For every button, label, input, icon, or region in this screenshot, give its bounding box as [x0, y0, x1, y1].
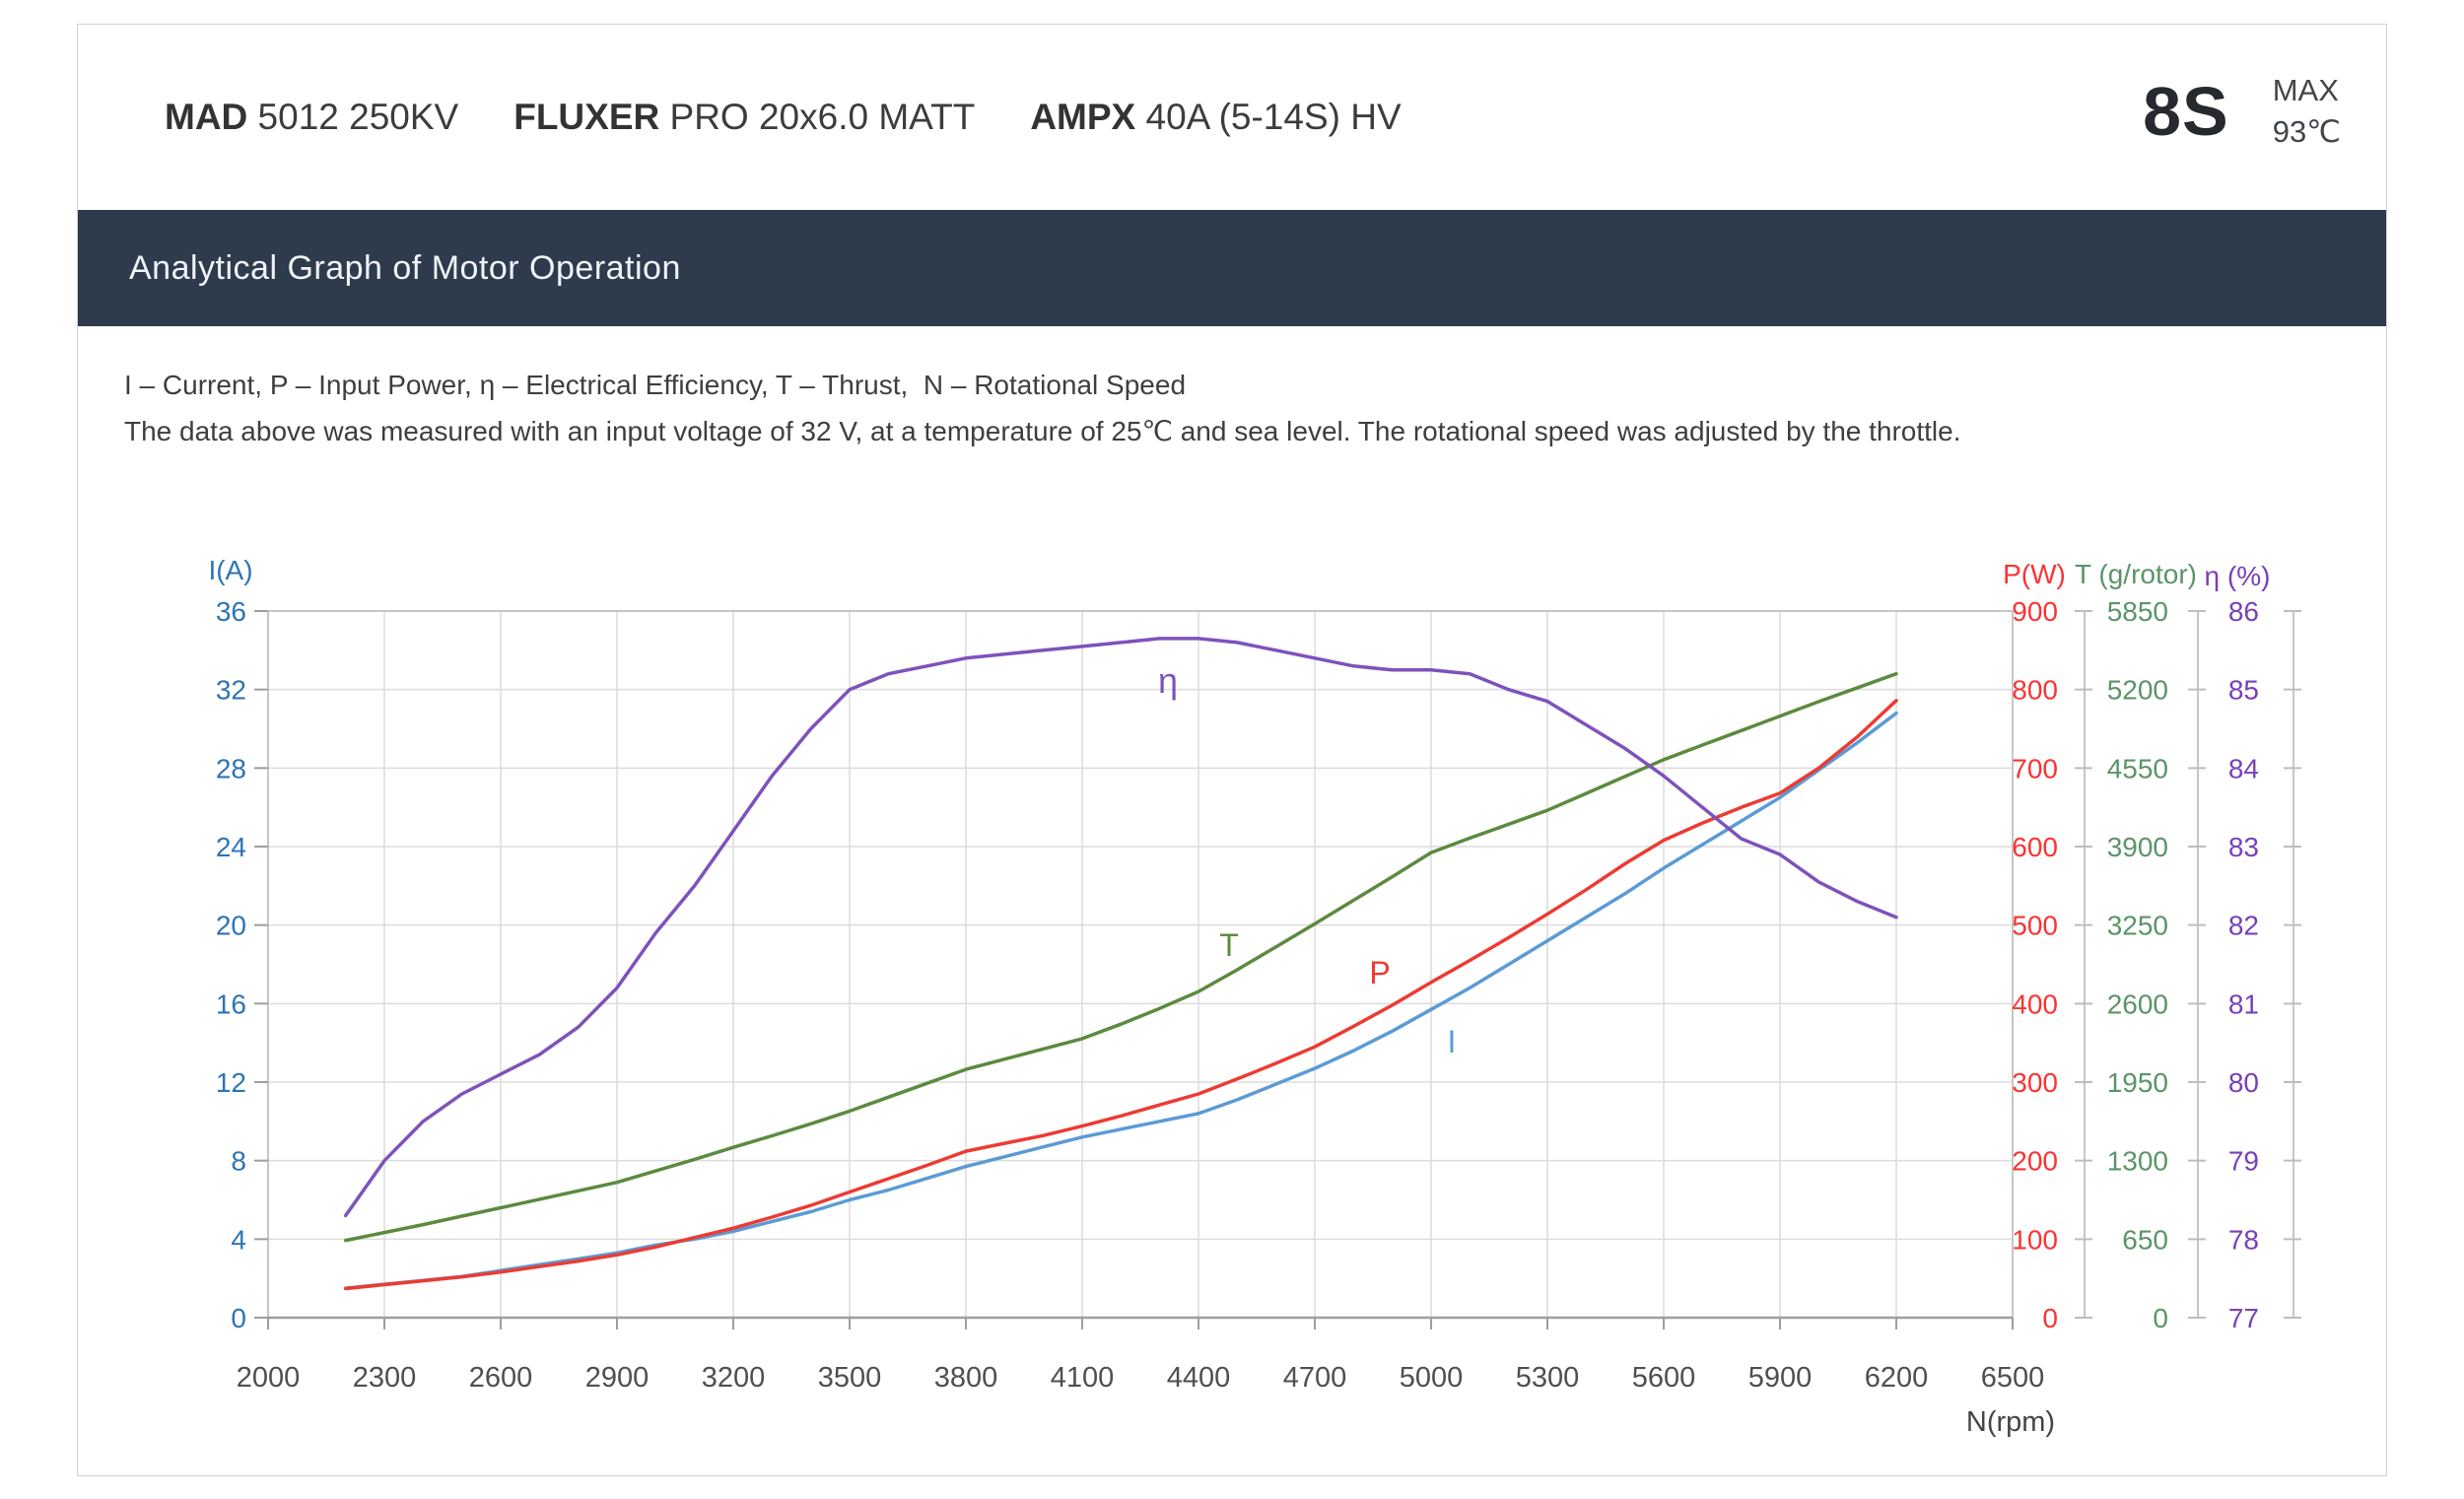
max-temperature-value: 93℃: [2272, 114, 2341, 149]
section-banner: Analytical Graph of Motor Operation: [78, 210, 2386, 326]
motor-datasheet-card: MAD 5012 250KV FLUXER PRO 20x6.0 MATT AM…: [77, 24, 2387, 1476]
max-label: MAX: [2272, 73, 2339, 107]
header-right-cluster: 8S MAX 93℃: [2143, 70, 2351, 153]
spec-esc: AMPX 40A (5-14S) HV: [1030, 97, 1401, 138]
spec-header-row: MAD 5012 250KV FLUXER PRO 20x6.0 MATT AM…: [78, 25, 2386, 210]
max-temperature-block: MAX 93℃: [2273, 70, 2341, 153]
spec-esc-brand: AMPX: [1030, 97, 1136, 137]
conditions-description-line: The data above was measured with an inpu…: [124, 416, 1961, 446]
legend-description-line: I – Current, P – Input Power, η – Electr…: [124, 370, 1187, 400]
spec-motor: MAD 5012 250KV: [165, 97, 458, 138]
spec-esc-model: 40A (5-14S) HV: [1135, 97, 1402, 137]
spec-motor-brand: MAD: [165, 97, 248, 137]
chart-description: I – Current, P – Input Power, η – Electr…: [124, 362, 2332, 454]
spec-propeller-brand: FLUXER: [513, 97, 660, 137]
battery-rating: 8S: [2143, 73, 2229, 150]
spec-propeller-model: PRO 20x6.0 MATT: [659, 97, 976, 137]
spec-propeller: FLUXER PRO 20x6.0 MATT: [513, 97, 975, 138]
section-title: Analytical Graph of Motor Operation: [129, 248, 681, 287]
spec-motor-model: 5012 250KV: [247, 97, 459, 137]
